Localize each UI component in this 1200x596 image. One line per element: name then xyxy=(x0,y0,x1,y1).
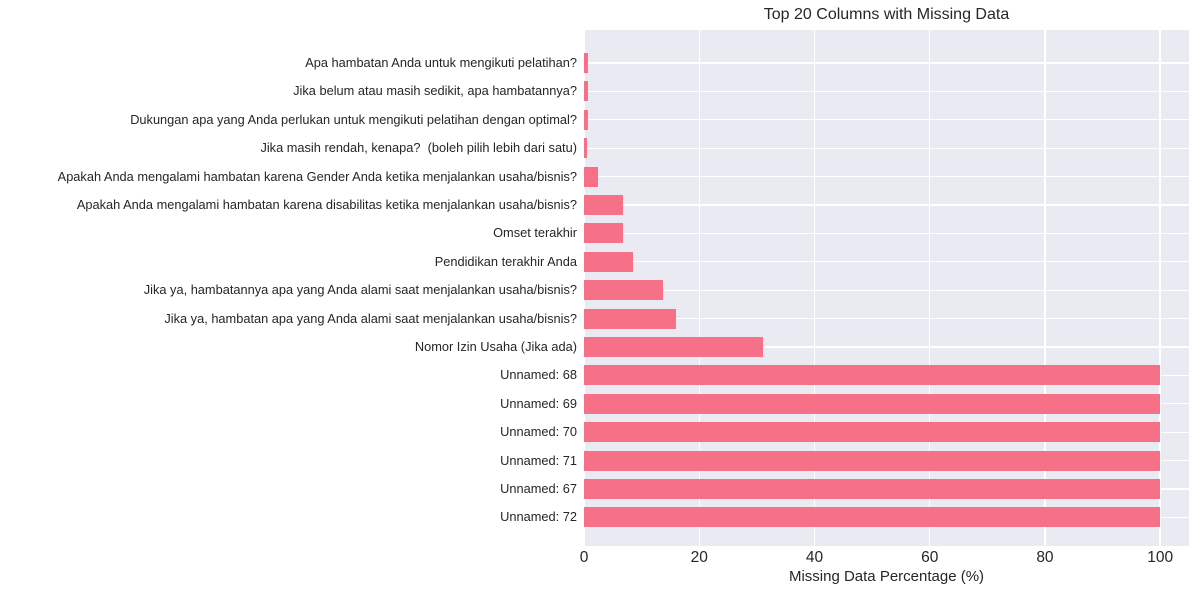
x-tick-label: 60 xyxy=(921,549,939,566)
horizontal-gridline xyxy=(584,175,1189,178)
y-tick-label: Unnamed: 67 xyxy=(500,481,577,496)
horizontal-gridline xyxy=(584,346,1189,348)
vertical-gridline xyxy=(813,30,816,546)
y-tick-label: Jika ya, hambatan apa yang Anda alami sa… xyxy=(164,310,577,326)
horizontal-gridline xyxy=(584,62,1189,64)
horizontal-gridline xyxy=(584,289,1189,291)
bar xyxy=(584,479,1161,499)
y-tick-label: Unnamed: 72 xyxy=(500,509,577,525)
x-axis-label: Missing Data Percentage (%) xyxy=(788,568,985,585)
y-tick-label: Unnamed: 69 xyxy=(500,395,577,411)
x-tick-label: 20 xyxy=(690,549,708,566)
y-tick-label: Dukungan apa yang Anda perlukan untuk me… xyxy=(130,111,577,127)
bar xyxy=(584,280,663,301)
bar xyxy=(584,53,589,73)
horizontal-gridline xyxy=(584,147,1189,149)
horizontal-gridline xyxy=(584,261,1189,263)
y-tick-label: Jika ya, hambatannya apa yang Anda alami… xyxy=(143,282,577,298)
horizontal-gridline xyxy=(584,204,1189,206)
y-tick-label: Nomor Izin Usaha (Jika ada) xyxy=(414,339,577,354)
y-tick-label: Apakah Anda mengalami hambatan karena Ge… xyxy=(57,168,577,184)
bar xyxy=(584,308,677,329)
y-tick-label: Jika masih rendah, kenapa? (boleh pilih … xyxy=(260,140,577,156)
chart-title: Top 20 Columns with Missing Data xyxy=(763,6,1010,23)
bar xyxy=(584,422,1161,443)
x-tick-label: 80 xyxy=(1036,549,1054,566)
x-tick-label: 40 xyxy=(805,549,824,566)
bar xyxy=(584,337,763,357)
bar xyxy=(584,166,598,187)
bar xyxy=(584,393,1161,414)
plot-area xyxy=(583,30,1189,546)
y-tick-label: Unnamed: 71 xyxy=(500,452,577,468)
vertical-gridline xyxy=(929,30,931,546)
y-tick-label: Apa hambatan Anda untuk mengikuti pelati… xyxy=(305,55,577,70)
y-tick-label: Unnamed: 70 xyxy=(500,424,577,440)
horizontal-gridline xyxy=(584,317,1189,320)
vertical-gridline xyxy=(1159,30,1161,546)
bar xyxy=(584,450,1161,471)
vertical-gridline xyxy=(1044,30,1046,546)
bar xyxy=(584,138,588,159)
bar xyxy=(584,109,588,130)
y-tick-label: Unnamed: 68 xyxy=(500,367,577,383)
horizontal-gridline xyxy=(584,119,1189,121)
horizontal-gridline xyxy=(584,232,1189,235)
y-tick-label: Pendidikan terakhir Anda xyxy=(434,253,577,269)
x-tick-label: 100 xyxy=(1147,549,1174,566)
horizontal-gridline xyxy=(584,90,1189,93)
x-tick-label: 0 xyxy=(579,549,589,566)
bar xyxy=(584,223,624,244)
vertical-gridline xyxy=(698,30,700,546)
bar xyxy=(584,507,1161,528)
bar xyxy=(584,81,589,102)
bar xyxy=(584,251,633,272)
bar xyxy=(584,365,1161,386)
bar xyxy=(584,195,623,215)
y-tick-label: Apakah Anda mengalami hambatan karena di… xyxy=(76,197,577,212)
y-tick-label: Omset terakhir xyxy=(493,225,577,241)
y-tick-label: Jika belum atau masih sedikit, apa hamba… xyxy=(293,83,577,99)
